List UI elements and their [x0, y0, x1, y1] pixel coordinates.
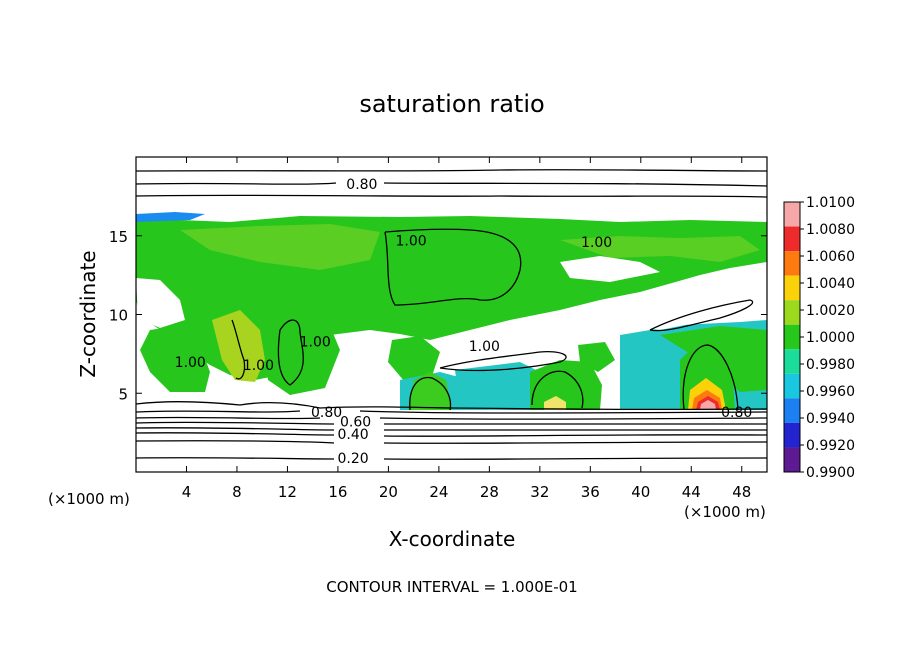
contour-line: [136, 421, 767, 425]
x-tick-label: 28: [480, 483, 499, 501]
saturation-region: [408, 372, 452, 410]
x-tick-label: 32: [530, 483, 549, 501]
colorbar-swatch: [784, 324, 800, 350]
saturation-region: [140, 325, 210, 392]
x-tick-label: 12: [278, 483, 297, 501]
contour-label: 0.20: [337, 451, 368, 467]
contour-line: [682, 344, 739, 411]
x-tick-label: 48: [732, 483, 751, 501]
x-axis-title: X-coordinate: [389, 527, 516, 551]
colorbar-label: 0.9960: [806, 384, 855, 400]
colorbar-label: 0.9900: [806, 465, 855, 481]
contour-label: 1.00: [396, 233, 427, 249]
saturation-region: [700, 400, 716, 410]
x-tick-label: 16: [328, 483, 347, 501]
contour-line: [136, 427, 767, 431]
contour-line: [136, 440, 767, 444]
x-tick-label: 40: [631, 483, 650, 501]
unsaturated-gap: [560, 256, 660, 282]
contour-line: [136, 410, 767, 414]
contour-line: [409, 376, 452, 411]
contour-line: [136, 432, 767, 437]
y-tick-label: 15: [109, 228, 128, 246]
colorbar-swatch: [784, 275, 800, 301]
contour-label: 0.80: [346, 177, 377, 193]
saturation-region: [212, 310, 265, 382]
unsaturated-gap: [136, 278, 185, 328]
colorbar-swatch: [784, 422, 800, 448]
contour-label: 1.00: [581, 235, 612, 251]
contour-line: [277, 319, 304, 386]
saturation-region: [544, 396, 566, 410]
y-tick-label: 10: [109, 307, 128, 325]
chart-title: saturation ratio: [359, 90, 544, 118]
colorbar-swatch: [784, 226, 800, 252]
saturation-region: [560, 236, 760, 262]
contour-label: 1.00: [469, 339, 500, 355]
contour-line: [136, 169, 767, 172]
contour-line: [439, 350, 567, 372]
contour-line: [649, 299, 754, 332]
contour-label: 1.00: [243, 358, 274, 374]
colorbar-label: 0.9920: [806, 438, 855, 454]
x-unit-right: (×1000 m): [684, 503, 766, 521]
saturation-region: [262, 320, 340, 395]
y-axis-title: Z-coordinate: [76, 250, 100, 377]
x-tick-label: 44: [682, 483, 701, 501]
saturation-region: [530, 360, 602, 410]
x-tick-label: 36: [581, 483, 600, 501]
saturation-region: [180, 224, 380, 270]
colorbar-label: 1.0000: [806, 330, 855, 346]
contour-lines: [136, 169, 767, 460]
contour-line: [136, 401, 767, 411]
contour-label: 0.40: [337, 427, 368, 443]
saturation-region: [455, 362, 540, 410]
contour-label: 0.60: [340, 415, 371, 431]
colorbar-label: 1.0060: [806, 249, 855, 265]
saturation-region: [578, 342, 615, 372]
contour-interval-note: CONTOUR INTERVAL = 1.000E-01: [326, 578, 577, 596]
x-tick-label: 8: [232, 483, 242, 501]
contour-line: [136, 457, 767, 460]
colorbar-swatch: [784, 202, 800, 227]
contour-line: [136, 182, 767, 187]
colorbar-swatch: [784, 398, 800, 423]
x-tick-label: 4: [182, 483, 192, 501]
contour-labels: 0.801.00 1.001.00 1.001.00 1.000.800.600.40…: [175, 177, 753, 467]
saturation-region: [388, 336, 440, 382]
colorbar: 1.0100 1.0080 1.0060 1.0040 1.0020 1.0000 0.99…: [783, 195, 855, 481]
unsaturated-gap: [630, 280, 767, 330]
contour-line: [231, 319, 246, 380]
contour-label: 1.00: [175, 355, 206, 371]
colorbar-label: 1.0020: [806, 303, 855, 319]
saturation-edge: [136, 212, 205, 222]
colorbar-label: 0.9940: [806, 411, 855, 427]
contour-line: [384, 228, 522, 306]
field-layer: [136, 212, 767, 410]
x-tick-label: 20: [379, 483, 398, 501]
contour-line: [531, 370, 584, 409]
contour-label: 0.80: [721, 405, 752, 421]
contour-label: 1.00: [300, 334, 331, 350]
colorbar-swatch: [784, 373, 800, 399]
contour-label: 0.80: [311, 405, 342, 421]
colorbar-swatch: [784, 251, 800, 276]
colorbar-swatch: [784, 447, 800, 472]
x-tick-label: 24: [429, 483, 448, 501]
y-tick-label: 5: [118, 385, 128, 403]
contour-line: [136, 194, 767, 198]
plot-area: 0.801.00 1.001.00 1.001.00 1.000.800.600.40…: [109, 156, 768, 501]
colorbar-swatch: [784, 300, 800, 325]
colorbar-label: 1.0040: [806, 276, 855, 292]
contour-line: [136, 416, 767, 420]
colorbar-label: 0.9980: [806, 357, 855, 373]
colorbar-label: 1.0080: [806, 222, 855, 238]
colorbar-swatch: [784, 349, 800, 374]
x-unit-left: (×1000 m): [48, 490, 130, 508]
colorbar-label: 1.0100: [806, 195, 855, 211]
